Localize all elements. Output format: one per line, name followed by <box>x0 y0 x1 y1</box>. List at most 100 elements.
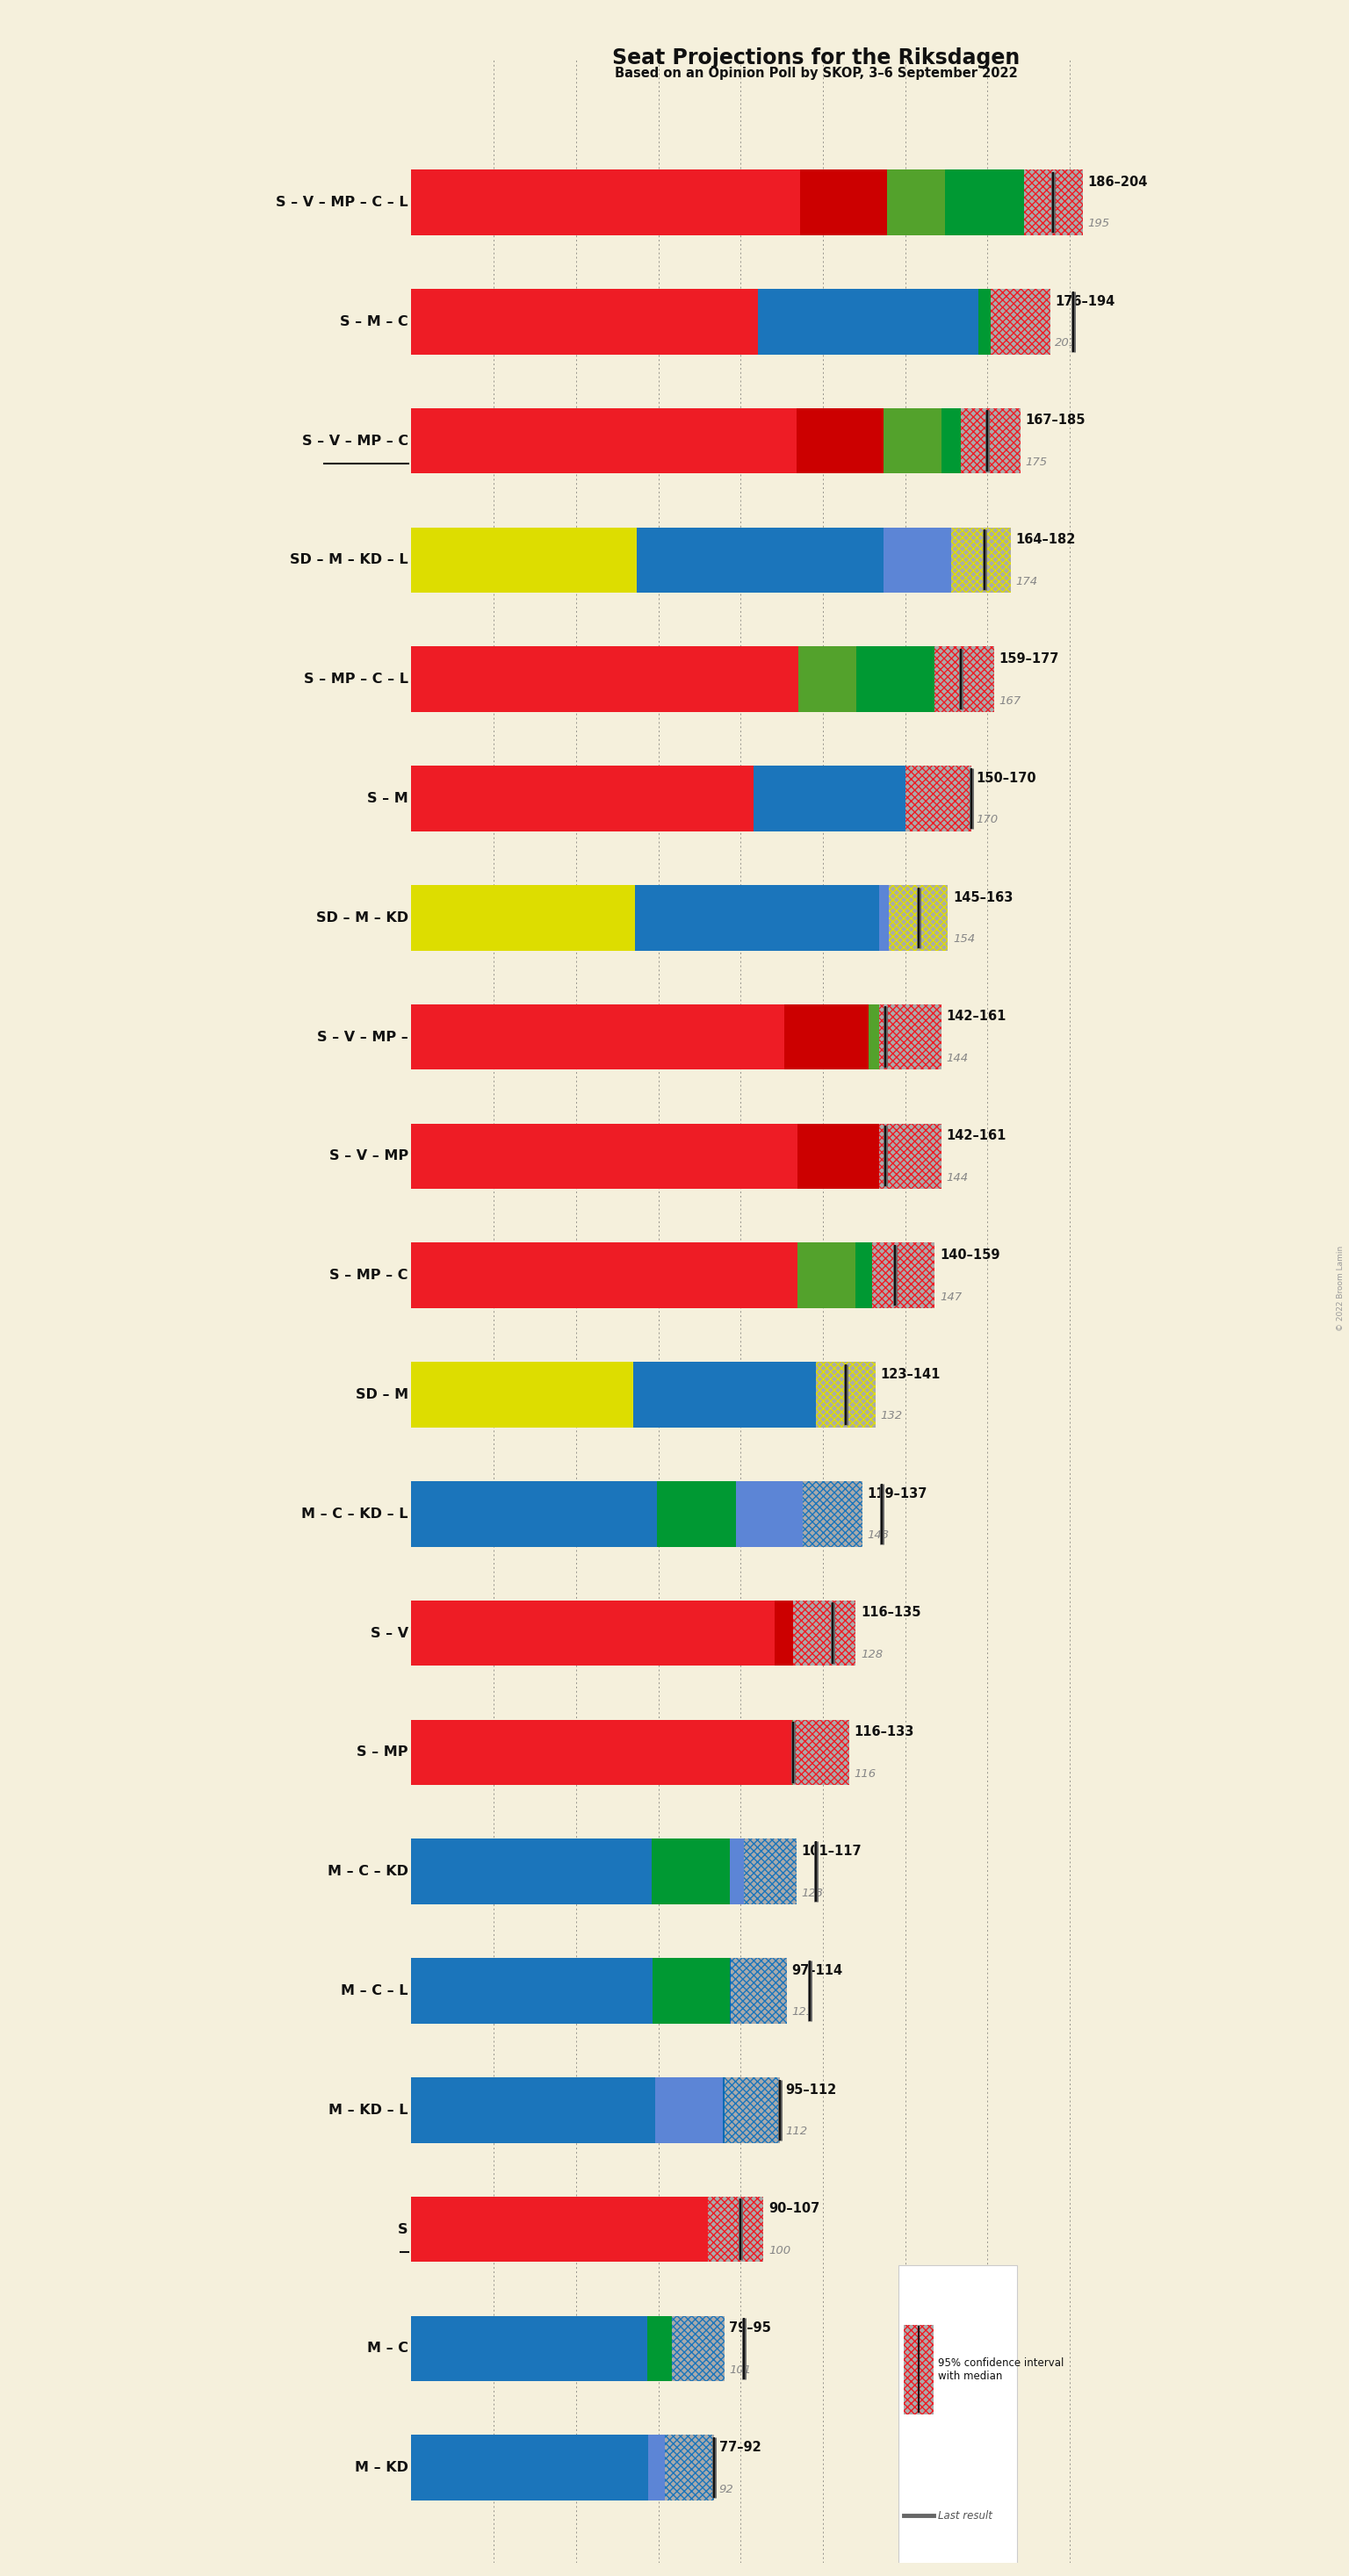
Text: SD – M: SD – M <box>355 1388 409 1401</box>
Bar <box>799 647 857 711</box>
Text: S – V – MP –: S – V – MP – <box>317 1030 409 1043</box>
Bar <box>952 528 1010 592</box>
Bar <box>637 528 884 592</box>
Bar <box>792 1721 850 1785</box>
Bar <box>880 886 948 951</box>
Text: 121: 121 <box>792 2007 813 2017</box>
Bar <box>633 1363 876 1427</box>
Text: 143: 143 <box>867 1530 889 1540</box>
Text: 112: 112 <box>785 2125 807 2138</box>
Text: 201: 201 <box>1055 337 1077 348</box>
Bar <box>672 2316 724 2380</box>
Bar <box>904 2324 934 2414</box>
Text: 101–117: 101–117 <box>801 1844 862 1857</box>
Bar <box>797 1123 884 1190</box>
Bar <box>800 170 886 234</box>
Bar <box>754 765 971 832</box>
Text: 101: 101 <box>728 2365 751 2375</box>
Text: 128: 128 <box>861 1649 882 1662</box>
Text: S – MP – C – L: S – MP – C – L <box>304 672 409 685</box>
Bar <box>411 1721 792 1785</box>
Text: 186–204: 186–204 <box>1087 175 1148 188</box>
Text: 144: 144 <box>946 1054 969 1064</box>
Bar <box>803 1481 862 1546</box>
Text: © 2022 Broom Lamin: © 2022 Broom Lamin <box>1337 1244 1345 1332</box>
Bar <box>884 407 942 474</box>
Text: M – C: M – C <box>367 2342 409 2354</box>
Text: M – C – KD – L: M – C – KD – L <box>301 1507 409 1520</box>
Bar <box>857 647 936 711</box>
Text: S – MP: S – MP <box>356 1747 409 1759</box>
Text: 174: 174 <box>1016 577 1037 587</box>
Bar <box>793 1721 850 1785</box>
Bar <box>411 1123 797 1190</box>
Bar <box>411 2197 764 2262</box>
Bar <box>411 1839 652 1904</box>
Bar <box>905 765 971 832</box>
Text: S – M: S – M <box>367 791 409 806</box>
Bar <box>411 765 754 832</box>
Bar <box>797 1242 855 1309</box>
Text: 154: 154 <box>952 933 975 945</box>
Bar <box>411 1600 774 1667</box>
Text: 132: 132 <box>881 1412 902 1422</box>
Text: 144: 144 <box>946 1172 969 1182</box>
Bar <box>724 2076 780 2143</box>
Text: M – C – L: M – C – L <box>341 1984 409 1996</box>
Bar <box>884 528 952 592</box>
Text: 195: 195 <box>1087 219 1110 229</box>
Bar <box>652 1958 730 2025</box>
Bar <box>648 2434 714 2501</box>
Bar <box>793 1600 855 1667</box>
Text: Seat Projections for the Riksdagen: Seat Projections for the Riksdagen <box>612 46 1020 70</box>
Bar <box>951 528 1010 592</box>
Bar <box>873 1242 935 1309</box>
Bar <box>793 1721 850 1785</box>
Bar <box>1025 170 1083 234</box>
Text: 140–159: 140–159 <box>940 1249 1000 1262</box>
Text: 95–112: 95–112 <box>785 2084 836 2097</box>
Text: Based on an Opinion Poll by SKOP, 3–6 September 2022: Based on an Opinion Poll by SKOP, 3–6 Se… <box>615 67 1017 80</box>
Text: 145–163: 145–163 <box>952 891 1013 904</box>
Bar <box>730 1839 796 1904</box>
Text: 97–114: 97–114 <box>792 1963 843 1978</box>
Bar <box>411 1005 785 1069</box>
Bar <box>774 1600 855 1667</box>
Bar <box>1024 170 1083 234</box>
Text: M – C – KD: M – C – KD <box>328 1865 409 1878</box>
Bar <box>411 289 758 355</box>
Bar <box>672 2316 724 2380</box>
Bar <box>411 1481 657 1546</box>
Bar <box>990 289 1050 355</box>
Bar <box>935 647 994 711</box>
Bar <box>724 2076 780 2143</box>
Text: 116–133: 116–133 <box>854 1726 915 1739</box>
Bar <box>904 2324 934 2414</box>
Bar <box>411 170 800 234</box>
Bar <box>665 2434 714 2501</box>
Bar <box>898 2264 1017 2576</box>
Bar <box>411 886 634 951</box>
Bar <box>878 1005 942 1069</box>
Bar <box>878 1005 942 1069</box>
Bar <box>634 886 880 951</box>
Bar <box>411 2434 648 2501</box>
Bar <box>411 1958 652 2025</box>
Text: 176–194: 176–194 <box>1055 294 1114 309</box>
Text: Last result: Last result <box>938 2509 993 2522</box>
Text: 95% confidence interval
with median: 95% confidence interval with median <box>938 2357 1064 2383</box>
Bar <box>648 2316 724 2380</box>
Bar <box>886 170 946 234</box>
Bar <box>873 1242 935 1309</box>
Bar <box>878 1123 942 1190</box>
Bar <box>743 1839 796 1904</box>
Text: M – KD: M – KD <box>355 2460 409 2476</box>
Bar <box>411 407 797 474</box>
Text: SD – M – KD: SD – M – KD <box>316 912 409 925</box>
Bar <box>708 2197 764 2262</box>
Bar <box>978 289 1050 355</box>
Text: S – M – C: S – M – C <box>340 314 409 327</box>
Text: 119–137: 119–137 <box>867 1486 927 1499</box>
Bar <box>924 1005 942 1069</box>
Text: 164–182: 164–182 <box>1016 533 1075 546</box>
